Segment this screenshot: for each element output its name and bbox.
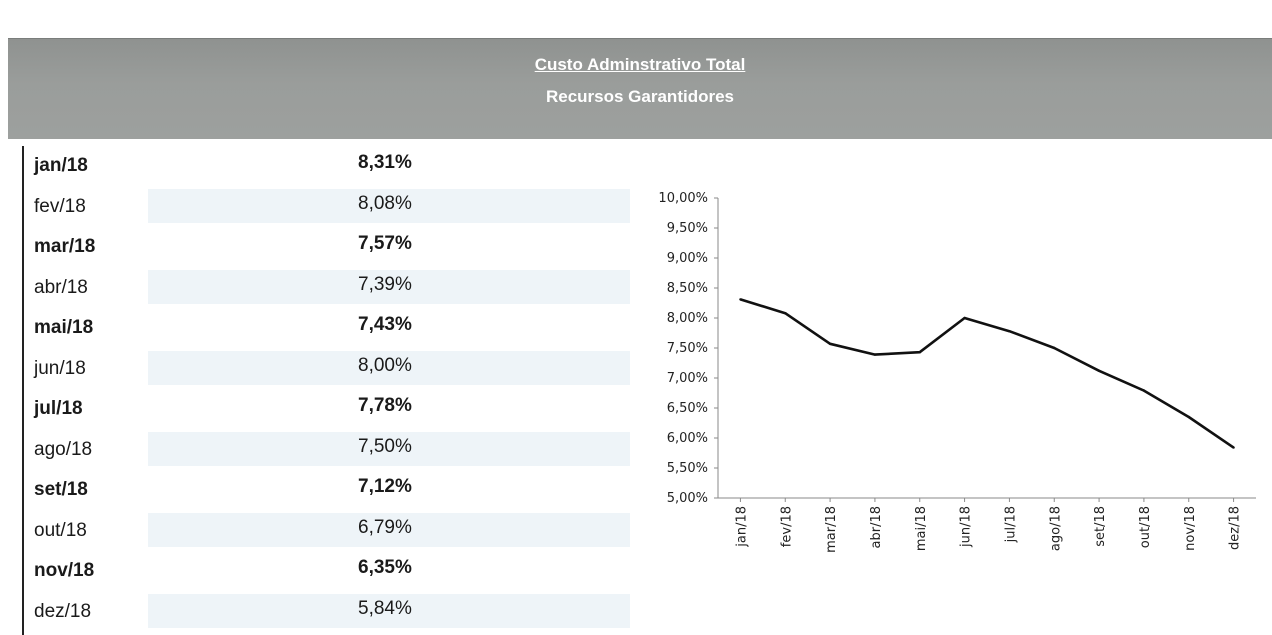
x-tick-label: mar/18 bbox=[824, 506, 839, 553]
row-shading bbox=[148, 593, 630, 628]
y-tick-label: 7,50% bbox=[667, 341, 708, 356]
cost-line-chart: 5,00% 5,50% 6,00% 6,50% 7,00% 7,50% 8,00% 8,50%… bbox=[600, 170, 1272, 590]
table-row: jan/18 8,31% bbox=[24, 146, 632, 184]
month-label: abr/18 bbox=[34, 276, 88, 298]
cost-value: 6,35% bbox=[358, 557, 412, 578]
data-point bbox=[739, 298, 742, 301]
cost-value: 7,39% bbox=[358, 273, 412, 295]
report-title: Custo Adminstrativo Total bbox=[534, 55, 746, 74]
month-label: jan/18 bbox=[34, 155, 88, 176]
cost-value: 7,43% bbox=[358, 314, 412, 335]
x-tick-label: nov/18 bbox=[1183, 506, 1198, 551]
x-tick-label: jul/18 bbox=[1003, 506, 1018, 543]
x-tick-label: ago/18 bbox=[1048, 506, 1063, 551]
row-shading bbox=[148, 269, 630, 304]
data-point bbox=[1187, 415, 1190, 419]
cost-value: 5,84% bbox=[358, 597, 412, 619]
data-point bbox=[1008, 330, 1011, 333]
chart-svg: 5,00% 5,50% 6,00% 6,50% 7,00% 7,50% 8,00% 8,50%… bbox=[658, 191, 1256, 553]
monthly-cost-table: jan/18 8,31% fev/18 8,08% mar/18 7,57% abr/18 7… bbox=[22, 146, 634, 635]
row-shading bbox=[148, 350, 630, 385]
data-point bbox=[1232, 446, 1235, 449]
cost-value: 8,00% bbox=[358, 354, 412, 376]
month-label: dez/18 bbox=[34, 600, 92, 622]
table-row: mar/18 7,57% bbox=[24, 227, 632, 265]
cost-value: 8,08% bbox=[358, 192, 412, 214]
cost-value: 7,12% bbox=[358, 476, 412, 497]
y-tick-label: 6,50% bbox=[667, 401, 708, 416]
table-row: fev/18 8,08% bbox=[24, 187, 632, 225]
x-tick-label: out/18 bbox=[1138, 506, 1153, 548]
row-shading bbox=[148, 188, 630, 223]
y-tick-label: 10,00% bbox=[658, 191, 708, 206]
data-point bbox=[1142, 389, 1146, 392]
cost-value: 6,79% bbox=[358, 516, 412, 538]
month-label: set/18 bbox=[34, 479, 88, 500]
table-row: abr/18 7,39% bbox=[24, 268, 632, 306]
series-line bbox=[740, 298, 1235, 449]
month-label: out/18 bbox=[34, 519, 87, 541]
row-shading bbox=[148, 431, 630, 466]
x-tick-label: abr/18 bbox=[869, 506, 884, 549]
cost-value: 7,50% bbox=[358, 435, 412, 457]
cost-value: 8,31% bbox=[358, 152, 412, 173]
data-point bbox=[918, 351, 921, 354]
y-tick-label: 8,00% bbox=[667, 311, 708, 326]
cost-value: 7,78% bbox=[358, 395, 412, 416]
table-row: jun/18 8,00% bbox=[24, 349, 632, 387]
table-row: set/18 7,12% bbox=[24, 470, 632, 508]
y-tick-label: 8,50% bbox=[667, 281, 708, 296]
table-row: mai/18 7,43% bbox=[24, 308, 632, 346]
data-point bbox=[1097, 369, 1101, 372]
month-label: mar/18 bbox=[34, 236, 96, 257]
x-tick-label: dez/18 bbox=[1228, 506, 1243, 550]
month-label: ago/18 bbox=[34, 438, 93, 460]
data-point bbox=[784, 312, 787, 315]
data-point bbox=[963, 316, 966, 320]
x-tick-label: jan/18 bbox=[734, 506, 749, 548]
cost-value: 7,57% bbox=[358, 233, 412, 254]
month-label: fev/18 bbox=[34, 195, 86, 217]
data-point bbox=[1053, 346, 1056, 350]
table-row: nov/18 6,35% bbox=[24, 551, 632, 589]
month-label: jul/18 bbox=[34, 398, 83, 419]
y-tick-label: 5,00% bbox=[667, 491, 708, 506]
y-tick-label: 9,00% bbox=[667, 251, 708, 266]
row-shading bbox=[148, 512, 630, 547]
x-tick-label: jun/18 bbox=[959, 506, 974, 548]
y-tick-label: 9,50% bbox=[667, 221, 708, 236]
table-row: dez/18 5,84% bbox=[24, 592, 632, 630]
x-tick-label: set/18 bbox=[1093, 506, 1108, 547]
month-label: nov/18 bbox=[34, 560, 95, 581]
table-row: ago/18 7,50% bbox=[24, 430, 632, 468]
report-header: Custo Adminstrativo Total Recursos Garan… bbox=[8, 38, 1272, 139]
x-tick-label: fev/18 bbox=[779, 506, 794, 547]
x-tick-label: mai/18 bbox=[914, 506, 929, 551]
data-point bbox=[873, 353, 877, 356]
table-row: out/18 6,79% bbox=[24, 511, 632, 549]
month-label: jun/18 bbox=[34, 357, 86, 379]
data-point bbox=[828, 342, 832, 345]
y-tick-label: 7,00% bbox=[667, 371, 708, 386]
month-label: mai/18 bbox=[34, 317, 94, 338]
y-tick-label: 5,50% bbox=[667, 461, 708, 476]
table-row: jul/18 7,78% bbox=[24, 389, 632, 427]
y-tick-label: 6,00% bbox=[667, 431, 708, 446]
report-subtitle: Recursos Garantidores bbox=[545, 87, 734, 106]
